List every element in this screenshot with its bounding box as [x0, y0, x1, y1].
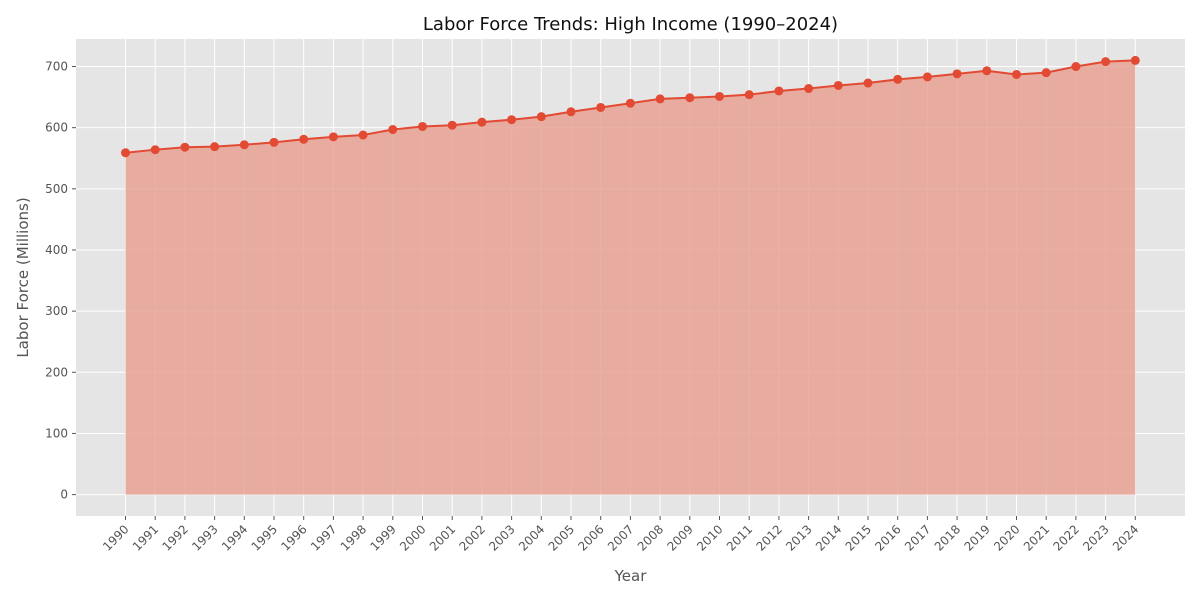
data-point — [982, 66, 992, 76]
x-tick-label: 2022 — [1051, 522, 1082, 553]
x-tick-label: 2007 — [605, 522, 636, 553]
x-tick-label: 1993 — [189, 522, 220, 553]
data-point — [774, 86, 784, 96]
data-point — [269, 137, 279, 147]
area-layer — [125, 60, 1136, 495]
y-tick-label: 0 — [60, 488, 68, 502]
x-tick-label: 1996 — [278, 522, 309, 553]
x-tick-label: 2018 — [932, 522, 963, 553]
data-point — [596, 102, 606, 112]
data-point — [239, 140, 249, 150]
data-point — [922, 72, 932, 82]
x-tick-label: 2016 — [872, 522, 903, 553]
data-point — [893, 74, 903, 84]
data-point — [1012, 69, 1021, 79]
data-point — [1071, 62, 1081, 72]
data-point — [863, 78, 873, 88]
y-tick-label: 500 — [45, 182, 68, 196]
x-tick-label: 2023 — [1080, 522, 1111, 553]
x-tick-label: 2006 — [575, 522, 606, 553]
chart-title: Labor Force Trends: High Income (1990–20… — [423, 14, 838, 35]
y-tick-label: 400 — [45, 243, 68, 257]
x-tick-label: 2003 — [486, 522, 517, 553]
data-point — [833, 80, 843, 90]
y-tick-label: 200 — [45, 365, 68, 379]
x-tick-label: 2000 — [397, 522, 428, 553]
area-fill — [125, 60, 1136, 495]
x-tick-label: 2001 — [427, 522, 458, 553]
data-point — [210, 142, 220, 152]
x-tick-label: 2009 — [664, 522, 695, 553]
x-tick-label: 1992 — [160, 522, 191, 553]
data-point — [952, 69, 962, 79]
x-tick-label: 2021 — [1021, 522, 1052, 553]
data-point — [804, 84, 814, 94]
y-tick-label: 300 — [45, 304, 68, 318]
x-tick-label: 2014 — [813, 522, 844, 553]
data-point — [121, 148, 130, 158]
data-point — [685, 93, 695, 103]
x-tick-label: 1998 — [338, 522, 369, 553]
x-tick-label: 2008 — [635, 522, 666, 553]
data-point — [715, 91, 724, 101]
data-point — [150, 145, 160, 155]
x-tick-label: 2004 — [516, 522, 547, 553]
y-axis-label: Labor Force (Millions) — [14, 197, 32, 357]
data-point — [1130, 55, 1140, 65]
data-point — [536, 112, 546, 122]
x-tick-label: 1995 — [249, 522, 280, 553]
y-axis-ticks: 0 100 200 300 400 500 600 700 — [45, 60, 76, 502]
data-point — [447, 120, 457, 130]
x-tick-label: 1997 — [308, 522, 339, 553]
x-axis-label: Year — [614, 567, 648, 585]
x-tick-label: 2011 — [724, 522, 755, 553]
x-tick-label: 1991 — [130, 522, 161, 553]
x-tick-label: 2020 — [991, 522, 1022, 553]
x-tick-label: 2019 — [961, 522, 992, 553]
y-tick-label: 700 — [45, 60, 68, 74]
data-point — [1041, 68, 1051, 78]
data-point — [744, 90, 754, 100]
x-tick-label: 2010 — [694, 522, 725, 553]
x-tick-label: 2015 — [843, 522, 874, 553]
x-tick-label: 1990 — [100, 522, 131, 553]
data-point — [1101, 57, 1111, 67]
data-points — [121, 55, 1140, 158]
data-point — [655, 94, 665, 104]
x-tick-label: 2013 — [783, 522, 814, 553]
data-point — [418, 121, 427, 131]
data-point — [358, 130, 368, 140]
x-tick-label: 1994 — [219, 522, 250, 553]
data-point — [328, 132, 338, 142]
x-tick-label: 2012 — [754, 522, 785, 553]
x-tick-label: 1999 — [367, 522, 398, 553]
x-tick-label: 2024 — [1110, 522, 1141, 553]
data-point — [507, 115, 517, 125]
y-tick-label: 600 — [45, 121, 68, 135]
data-point — [388, 125, 398, 135]
data-point — [477, 117, 487, 127]
x-tick-label: 2002 — [457, 522, 488, 553]
x-tick-label: 2017 — [902, 522, 933, 553]
x-axis-ticks: 1990199119921993199419951996199719981999… — [100, 516, 1141, 554]
data-point — [299, 134, 309, 144]
data-point — [566, 107, 576, 117]
data-point — [625, 98, 635, 108]
data-point — [180, 142, 190, 152]
y-tick-label: 100 — [45, 426, 68, 440]
x-tick-label: 2005 — [546, 522, 577, 553]
